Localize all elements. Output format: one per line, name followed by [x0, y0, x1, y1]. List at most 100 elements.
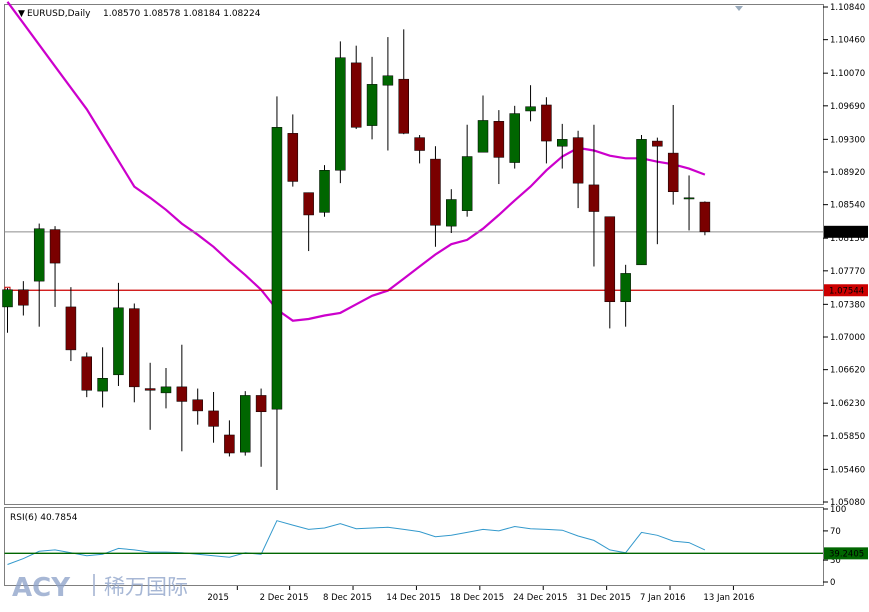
ohlc-label: 1.08570 1.08578 1.08184 1.08224 — [103, 9, 261, 19]
shift-marker-icon[interactable] — [735, 6, 743, 11]
candle-body-bear — [350, 62, 362, 128]
rsi-axis-label: 30 — [830, 556, 841, 566]
candle-body-bear — [287, 133, 299, 182]
candle-body-bear — [192, 399, 203, 412]
candle — [2, 288, 13, 333]
price-axis-label: 1.08540 — [830, 201, 865, 211]
candle — [525, 85, 536, 122]
candle-body-bear — [493, 121, 505, 158]
candle — [652, 137, 663, 245]
rsi-level-label: 39.2405 — [829, 549, 864, 559]
candle-body-bear — [541, 104, 552, 142]
price-axis-label: 1.10460 — [830, 36, 865, 46]
price-axis-label: 1.08150 — [830, 234, 865, 244]
time-axis-label: 13 Jan 2016 — [703, 593, 754, 603]
time-axis-label: 8 Dec 2015 — [323, 593, 372, 603]
candle — [398, 29, 409, 135]
candle — [350, 45, 362, 130]
rsi-label: RSI(6) 40.7854 — [10, 513, 78, 523]
candle-body-bear — [49, 229, 61, 264]
candle — [699, 201, 711, 236]
time-axis-label: 7 Jan 2016 — [640, 593, 686, 603]
candle-body-bear — [144, 388, 156, 391]
candle-body-bull — [240, 395, 251, 453]
candle-body-bull — [509, 113, 520, 163]
candle — [18, 281, 29, 316]
candle-body-bear — [65, 306, 77, 351]
candle-body-bull — [97, 378, 108, 392]
candle-body-bull — [557, 139, 568, 147]
header-arrow-icon[interactable]: ▼ — [18, 9, 25, 19]
watermark-divider — [93, 574, 95, 596]
price-axis-label: 1.05080 — [830, 498, 865, 508]
candle — [271, 96, 283, 490]
main-plot-frame — [4, 4, 824, 505]
price-axis-label: 1.06230 — [830, 399, 865, 409]
rsi-axis-label: 100 — [830, 505, 846, 515]
candle — [208, 392, 219, 443]
candle-body-bull — [319, 170, 330, 213]
candle — [192, 388, 203, 425]
candle — [446, 189, 457, 234]
candle — [49, 226, 61, 307]
rsi-plot-frame — [4, 507, 824, 586]
candle — [113, 282, 124, 386]
candle-body-bull — [2, 289, 13, 308]
price-axis-label: 1.08920 — [830, 168, 865, 178]
time-axis-label: 2015 — [207, 593, 229, 603]
candle-body-bear — [699, 201, 711, 233]
current-price-label-bg — [824, 225, 868, 238]
candle-body-bull — [620, 273, 631, 303]
candle-body-bear — [81, 356, 92, 391]
candle — [557, 123, 568, 169]
candle-body-bear — [176, 386, 188, 402]
candle — [319, 165, 330, 217]
candle — [430, 146, 441, 247]
rsi-axis-label: 0 — [830, 578, 835, 588]
candle-body-bear — [303, 192, 314, 216]
candle-body-bull — [477, 120, 489, 153]
candle — [144, 362, 156, 430]
candle — [493, 110, 505, 185]
time-axis-label: 14 Dec 2015 — [386, 593, 440, 603]
candle — [683, 175, 695, 231]
candle — [588, 124, 600, 267]
candle — [160, 367, 172, 409]
candle-body-bull — [335, 57, 346, 171]
rsi-axis-label: 70 — [830, 527, 841, 537]
candle — [81, 352, 92, 398]
rsi-line — [7, 520, 706, 565]
time-axis-label: 31 Dec 2015 — [577, 593, 631, 603]
horizontal-line-price-label: 1.07544 — [829, 286, 864, 296]
candle-body-bull — [366, 84, 378, 126]
candle — [97, 347, 108, 408]
watermark-brand: ACY — [12, 573, 71, 603]
candle — [636, 135, 647, 266]
candle-body-bull — [636, 139, 647, 266]
current-price-label: 1.08224 — [829, 228, 864, 238]
candle-body-bear — [667, 152, 679, 193]
candle — [667, 104, 679, 205]
candle-body-bull — [382, 75, 394, 86]
candle — [240, 391, 251, 456]
candle — [287, 114, 299, 187]
candle — [620, 264, 631, 327]
symbol-label: EURUSD,Daily — [27, 9, 91, 19]
price-axis-label: 1.09300 — [830, 135, 865, 145]
candle — [255, 388, 267, 467]
candle — [541, 97, 552, 164]
price-axis-label: 1.07380 — [830, 300, 865, 310]
moving-average-line — [6, 1, 706, 322]
candle-body-bear — [414, 137, 425, 151]
candle-body-bull — [113, 307, 124, 376]
candle-body-bear — [430, 158, 441, 226]
time-axis-label: 2 Dec 2015 — [260, 593, 309, 603]
candle — [303, 192, 314, 252]
candle — [477, 95, 489, 153]
candle — [335, 41, 346, 184]
main-plot-layer — [2, 1, 823, 490]
horizontal-line-price-label-bg — [824, 284, 868, 297]
candle — [604, 216, 616, 329]
